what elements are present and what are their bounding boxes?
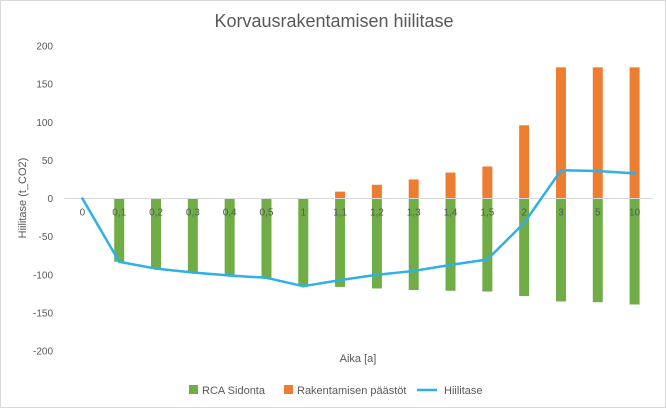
bar-rca-sidonta [261, 198, 272, 278]
bar-rca-sidonta [298, 198, 309, 287]
bar-rca-sidonta [224, 198, 235, 276]
bar-rca-sidonta [519, 198, 530, 297]
x-tick-label: 1,5 [480, 208, 494, 219]
line-hiilitase [81, 169, 635, 288]
bar-rca-sidonta [371, 198, 382, 289]
bar-rca-sidonta [335, 198, 346, 287]
plot-area: 200 150 100 50 0 -50 -100 -150 -200 0 0,1 0,2 0,3 0,4… [33, 42, 653, 358]
bar-rakentamisen-paastot [629, 67, 640, 199]
line-point [338, 278, 342, 282]
x-tick-label: 0,3 [186, 208, 200, 219]
bar-rca-sidonta [482, 198, 493, 292]
line-point [559, 168, 563, 172]
x-tick-label: 0,5 [260, 208, 274, 219]
line-point [633, 172, 636, 175]
bar-rca-sidonta [592, 198, 603, 303]
line-point [596, 169, 600, 173]
line-point [228, 274, 231, 277]
x-tick-label: 0,4 [223, 208, 237, 219]
bar-rakentamisen-paastot [335, 191, 346, 199]
y-tick-label: 100 [36, 118, 53, 129]
x-tick-label: 3 [558, 208, 564, 219]
bar-rca-sidonta [187, 198, 198, 273]
line-point [412, 269, 416, 273]
x-tick-label: 1,3 [407, 208, 421, 219]
bar-rakentamisen-paastot [519, 125, 530, 199]
line-point [375, 273, 379, 277]
x-tick-label: 1 [301, 208, 307, 219]
line-point [117, 260, 121, 264]
bar-rca-sidonta [151, 198, 162, 269]
legend-label: RCA Sidonta [202, 385, 266, 397]
legend-label: Rakentamisen päästöt [297, 385, 406, 397]
x-tick-label: 0,2 [149, 208, 163, 219]
bar-rakentamisen-paastot [555, 67, 566, 199]
y-tick-label: -150 [33, 308, 53, 319]
x-tick-label: 10 [629, 208, 641, 219]
bar-rca-sidonta [114, 198, 125, 262]
y-tick-label: -100 [33, 270, 53, 281]
legend-label: Hiilitase [444, 385, 483, 397]
line-point [301, 284, 305, 288]
line-point [449, 263, 452, 267]
line-point [191, 271, 195, 274]
y-tick-label: -200 [33, 347, 53, 358]
bar-rakentamisen-paastot [482, 166, 493, 199]
legend-swatch-0 [189, 385, 198, 394]
x-tick-label: 1,1 [333, 208, 347, 219]
y-tick-label: 0 [47, 194, 53, 205]
bar-rca-sidonta [445, 198, 456, 291]
bar-rakentamisen-paastot [445, 172, 456, 199]
legend: RCA Sidonta Rakentamisen päästöt Hiilitase [189, 385, 483, 397]
line-point [81, 197, 84, 200]
x-tick-label: 0 [80, 208, 86, 219]
line-point [522, 221, 526, 225]
line-point [486, 258, 489, 261]
x-axis-label: Aika [a] [340, 353, 377, 365]
y-tick-label: 200 [36, 42, 53, 53]
bar-rca-sidonta [408, 198, 419, 290]
bar-rakentamisen-paastot [408, 179, 419, 199]
x-tick-label: 5 [595, 208, 601, 219]
bar-rca-sidonta [629, 198, 640, 305]
chart-title: Korvausrakentamisen hiilitase [214, 11, 453, 31]
bar-rakentamisen-paastot [371, 184, 382, 199]
y-tick-label: 150 [36, 80, 53, 91]
bar-rca-sidonta [555, 198, 566, 302]
x-tick-label: 1,4 [444, 208, 458, 219]
bar-rakentamisen-paastot [592, 67, 603, 199]
line-point [154, 267, 158, 270]
line-point [265, 276, 268, 280]
x-tick-label: 0,1 [112, 208, 126, 219]
y-tick-label: 50 [42, 156, 54, 167]
y-axis-label: Hiilitase (t_CO2) [17, 158, 29, 239]
legend-swatch-1 [284, 385, 293, 394]
x-tick-label: 1,2 [370, 208, 384, 219]
y-tick-label: -50 [39, 232, 54, 243]
x-tick-label: 2 [521, 208, 527, 219]
